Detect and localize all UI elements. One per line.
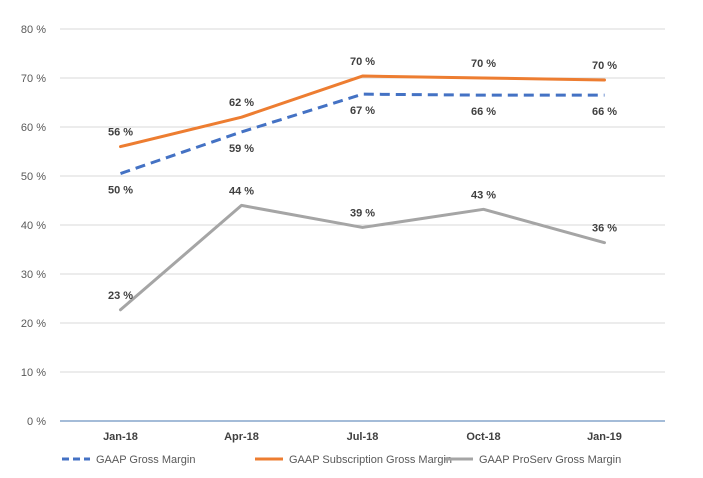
x-tick-label: Oct-18 — [466, 431, 500, 443]
data-label: 70 % — [592, 60, 617, 72]
x-tick-label: Apr-18 — [224, 431, 259, 443]
legend-item-label: GAAP ProServ Gross Margin — [479, 454, 621, 466]
y-tick-label: 20 % — [21, 318, 46, 330]
x-tick-label: Jan-19 — [587, 431, 622, 443]
data-label: 66 % — [592, 106, 617, 118]
data-label: 59 % — [229, 143, 254, 155]
data-label: 62 % — [229, 97, 254, 109]
x-tick-label: Jul-18 — [347, 431, 379, 443]
data-label: 56 % — [108, 127, 133, 139]
y-tick-label: 80 % — [21, 24, 46, 36]
data-label: 70 % — [350, 56, 375, 68]
series-line — [119, 74, 606, 149]
y-tick-label: 10 % — [21, 367, 46, 379]
y-tick-label: 40 % — [21, 220, 46, 232]
legend-item-label: GAAP Gross Margin — [96, 454, 195, 466]
series-lines — [119, 74, 606, 312]
y-tick-label: 60 % — [21, 122, 46, 134]
data-label: 50 % — [108, 185, 133, 197]
data-label: 23 % — [108, 290, 133, 302]
data-label: 67 % — [350, 105, 375, 117]
y-tick-label: 70 % — [21, 73, 46, 85]
data-label: 44 % — [229, 185, 254, 197]
data-label: 70 % — [471, 58, 496, 70]
gridlines — [60, 28, 665, 422]
data-label: 43 % — [471, 189, 496, 201]
series-line — [120, 92, 605, 175]
data-label: 39 % — [350, 207, 375, 219]
y-tick-label: 50 % — [21, 171, 46, 183]
series-line — [119, 203, 606, 312]
x-axis: Jan-18 Apr-18 Jul-18 Oct-18 Jan-19 — [103, 431, 622, 443]
data-label: 36 % — [592, 223, 617, 235]
y-tick-label: 30 % — [21, 269, 46, 281]
legend: GAAP Gross Margin GAAP Subscription Gross… — [62, 454, 621, 466]
y-tick-label: 0 % — [27, 416, 46, 428]
y-axis: 0 % 10 % 20 % 30 % 40 % 50 % 60 % 70 % 80 % — [21, 24, 46, 428]
x-tick-label: Jan-18 — [103, 431, 138, 443]
data-labels: 50 % 59 % 67 % 66 % 66 % 56 % 62 % 70 % 70 % 70 %… — [108, 56, 617, 302]
data-label: 66 % — [471, 106, 496, 118]
legend-item-label: GAAP Subscription Gross Margin — [289, 454, 452, 466]
